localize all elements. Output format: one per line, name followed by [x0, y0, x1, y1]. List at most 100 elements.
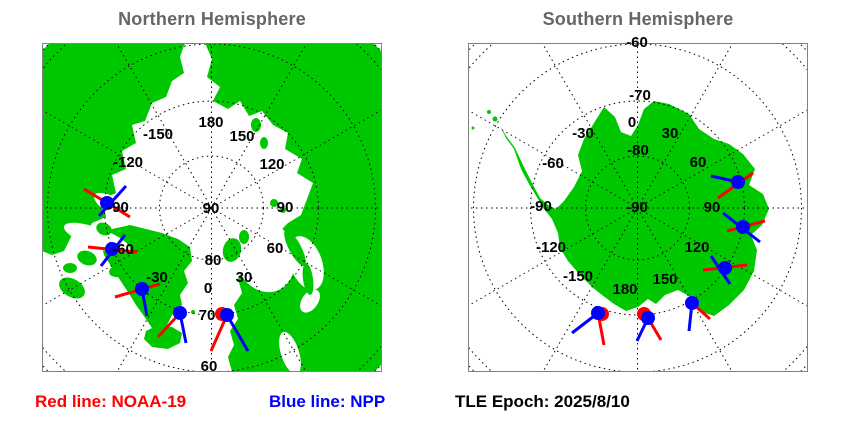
landmass-antarctica	[500, 101, 769, 316]
island-archipelago	[63, 263, 77, 273]
graticule-label: 30	[662, 125, 679, 142]
island-franz-josef	[270, 199, 278, 207]
sea-gulf-bothnia	[279, 331, 301, 372]
graticule-label: 90	[704, 199, 721, 216]
island-novaya-zemlya	[284, 230, 306, 266]
meridian-line	[468, 207, 638, 307]
island-svalbard	[222, 238, 242, 262]
island-novaya-zemlya	[302, 263, 314, 295]
meridian-line	[468, 109, 638, 209]
island-iceland	[144, 325, 182, 349]
satellite-marker	[702, 255, 748, 285]
graticule-label: -120	[113, 154, 143, 171]
graticule-label: -60	[542, 155, 564, 172]
graticule-label: 80	[205, 252, 222, 269]
island-severnaya	[260, 137, 268, 149]
legend-tle-epoch: TLE Epoch: 2025/8/10	[455, 392, 630, 411]
npp-position-dot	[591, 306, 605, 320]
graticule-labels: -60 -70 0 -30 30 -80 -60 60 -90 -90 90 -120 120 -150 1…	[530, 34, 720, 298]
meridian-line	[42, 207, 212, 307]
graticule-label: -90	[530, 198, 552, 215]
satellite-marker	[571, 306, 609, 346]
npp-position-dot	[105, 242, 119, 256]
island-archipelago	[109, 264, 127, 278]
south-hemisphere-map: -60 -70 0 -30 30 -80 -60 60 -90 -90 90 -120 120 -150 1…	[468, 34, 808, 372]
satellite-marker	[209, 307, 250, 352]
graticule-labels: 180 -150 150 -120 120 -90 90 90 -60 60 80 -30 30 0 70 6…	[107, 114, 293, 375]
meridian-line	[211, 207, 382, 308]
graticule-label: -120	[536, 239, 566, 256]
landmass-eurasia	[205, 43, 382, 372]
graticule-label: -30	[572, 125, 594, 142]
north-map-title: Northern Hemisphere	[118, 9, 306, 29]
meridian-line	[541, 43, 638, 209]
graticule-label: 60	[201, 358, 218, 375]
graticule-label: 30	[236, 269, 253, 286]
meridian-line	[211, 43, 308, 209]
graticule-label: 120	[259, 156, 284, 173]
island-svalbard	[239, 230, 249, 244]
island-archipelago	[96, 222, 112, 236]
meridian-line	[542, 207, 638, 372]
meridian-line	[211, 108, 382, 209]
sea-white-sea	[300, 289, 320, 313]
graticule-label: -150	[143, 126, 173, 143]
island-peninsula-tip	[492, 116, 498, 122]
graticule-label: -90	[626, 199, 648, 216]
south-map-title: Southern Hemisphere	[542, 9, 734, 29]
island-archipelago	[134, 248, 150, 262]
satellite-marker	[156, 306, 188, 344]
meridian-line	[211, 207, 307, 372]
satellite-marker	[685, 296, 711, 332]
satellite-marker	[635, 307, 663, 342]
graticule-label: -30	[146, 269, 168, 286]
latitude-circle	[47, 43, 376, 372]
npp-position-dot	[736, 220, 750, 234]
graticule-label: 180	[198, 114, 223, 131]
satellite-marker	[114, 282, 161, 317]
npp-position-dot	[173, 306, 187, 320]
sea-arctic-channel	[52, 257, 112, 279]
satellite-markers	[83, 184, 250, 352]
graticule-label: 150	[652, 271, 677, 288]
legend-noaa19: Red line: NOAA-19	[35, 392, 187, 411]
npp-position-dot	[100, 196, 114, 210]
north-hemisphere-map: 180 -150 150 -120 120 -90 90 90 -60 60 80 -30 30 0 70 6…	[42, 43, 382, 375]
island-severnaya	[251, 118, 261, 132]
meridian-line	[115, 43, 212, 209]
graticule-label: -80	[627, 142, 649, 159]
graticule-label: 150	[229, 128, 254, 145]
npp-position-dot	[220, 308, 234, 322]
island-peninsula-tip	[487, 110, 491, 114]
npp-position-dot	[685, 296, 699, 310]
latitude-circle	[530, 100, 745, 316]
graticule-label: 90	[203, 200, 220, 217]
npp-position-dot	[731, 175, 745, 189]
npp-position-dot	[135, 282, 149, 296]
island-archipelago	[77, 250, 97, 266]
graticule-label: 60	[267, 240, 284, 257]
graticule-label: -60	[112, 241, 134, 258]
graticule-label: 0	[628, 114, 636, 131]
latitude-circle	[473, 43, 802, 372]
island-speck	[471, 126, 475, 130]
graticule-label: 90	[277, 199, 294, 216]
legend-npp: Blue line: NPP	[269, 392, 386, 411]
graticule-label: -150	[563, 268, 593, 285]
latitude-circle	[159, 155, 264, 261]
graticule-label: 120	[684, 239, 709, 256]
graticule-label: -60	[626, 34, 648, 51]
meridian-line	[116, 207, 212, 372]
satellite-marker	[87, 234, 138, 267]
map-frame	[468, 43, 808, 372]
graticule-label: 180	[612, 281, 637, 298]
graticule-label: 70	[199, 307, 216, 324]
satellite-marker	[83, 184, 131, 219]
meridian-line	[637, 108, 808, 209]
island-jan-mayen	[191, 310, 195, 314]
map-frame	[42, 43, 382, 372]
satellite-markers	[571, 171, 766, 346]
graticule-label: -90	[107, 199, 129, 216]
satellite-marker	[722, 211, 766, 244]
graticule-label: -70	[629, 87, 651, 104]
